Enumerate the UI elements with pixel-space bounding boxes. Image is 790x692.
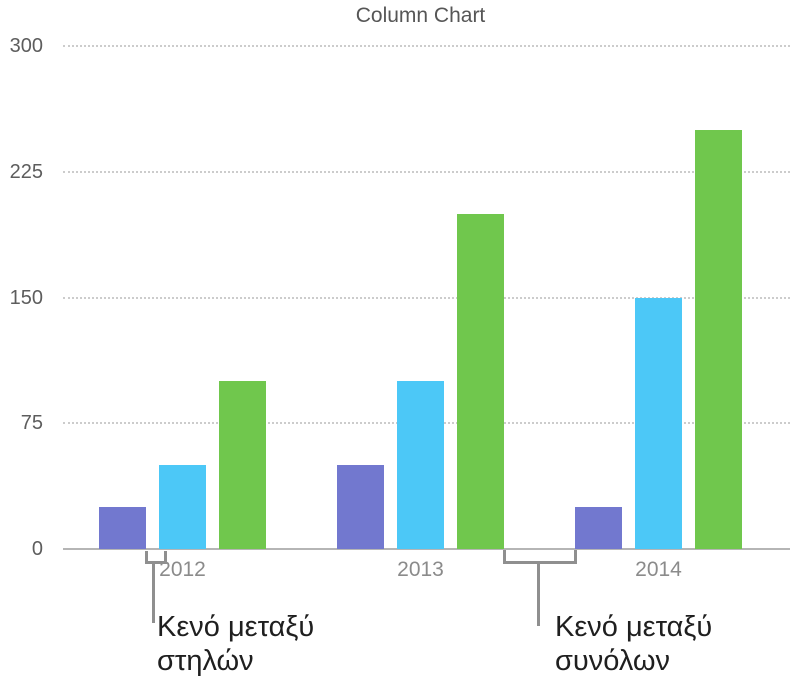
bar-2014-series-3 bbox=[695, 129, 742, 549]
bar-2012-series-2 bbox=[159, 465, 206, 549]
ytick-label-75: 75 bbox=[20, 412, 43, 435]
chart-title: Column Chart bbox=[355, 4, 486, 27]
bar-2013-series-2 bbox=[397, 381, 444, 549]
bar-2013-series-1 bbox=[337, 465, 384, 549]
ytick-label-225: 225 bbox=[9, 160, 43, 183]
gridline-225 bbox=[63, 170, 790, 173]
set-gap-stem bbox=[537, 562, 540, 626]
bar-2014-series-1 bbox=[575, 507, 622, 549]
set-gap-bracket bbox=[503, 550, 577, 564]
ytick-label-150: 150 bbox=[9, 286, 43, 309]
gridline-150 bbox=[63, 296, 790, 299]
gridline-300 bbox=[63, 45, 790, 47]
bar-2013-series-3 bbox=[457, 213, 504, 549]
column-gap-stem bbox=[152, 562, 155, 623]
annotation-set-gap-line2: συνόλων bbox=[555, 645, 671, 677]
xtick-label-2014: 2014 bbox=[635, 558, 682, 581]
xtick-label-2013: 2013 bbox=[397, 558, 444, 581]
ytick-label-0: 0 bbox=[31, 538, 43, 560]
annotation-column-gap-line1: Κενό μεταξύ bbox=[157, 611, 315, 643]
column-gap-bracket bbox=[145, 551, 167, 564]
ytick-label-300: 300 bbox=[9, 35, 43, 57]
annotation-column-gap-line2: στηλών bbox=[157, 645, 254, 677]
bar-2014-series-2 bbox=[635, 297, 682, 549]
xtick-label-2012: 2012 bbox=[159, 558, 206, 581]
x-axis-line bbox=[63, 548, 790, 550]
bar-2012-series-3 bbox=[219, 381, 266, 549]
annotation-set-gap-line1: Κενό μεταξύ bbox=[555, 611, 713, 643]
annotation-column-gap: Κενό μεταξύ στηλών bbox=[157, 610, 314, 678]
bar-2012-series-1 bbox=[99, 507, 146, 549]
annotation-set-gap: Κενό μεταξύ συνόλων bbox=[555, 610, 712, 678]
